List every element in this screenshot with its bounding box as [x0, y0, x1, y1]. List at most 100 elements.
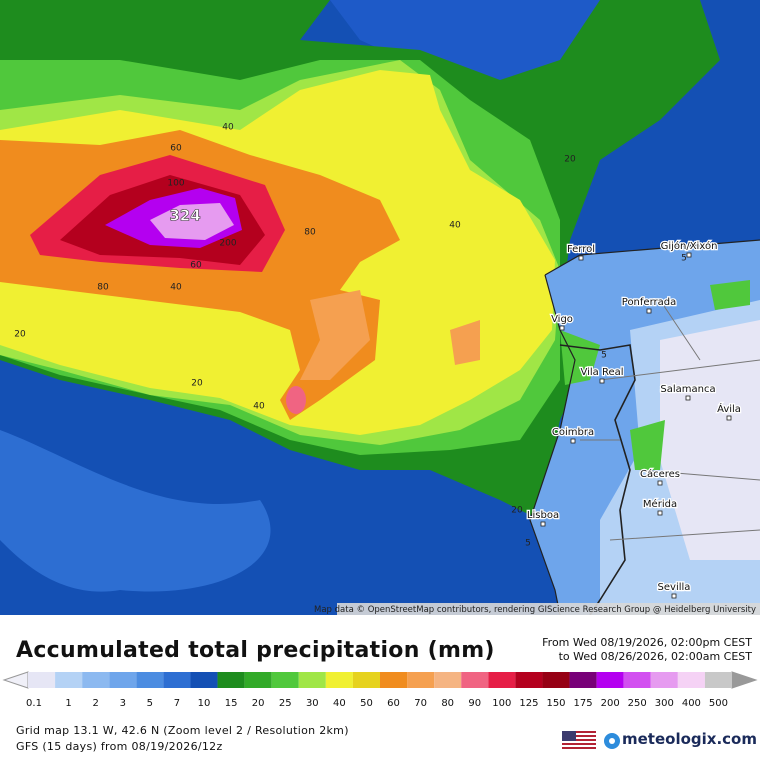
period-to: to Wed 08/26/2026, 02:00am CEST [558, 650, 752, 663]
contour-label: 5 [681, 254, 687, 264]
city-label: Mérida [643, 498, 677, 510]
contour-label: 20 [511, 506, 523, 516]
scale-label: 10 [198, 698, 211, 709]
model-info: GFS (15 days) from 08/19/2026/12z [16, 740, 223, 753]
city-label: Salamanca [660, 384, 715, 395]
scale-label: 5 [147, 698, 153, 709]
period-from: From Wed 08/19/2026, 02:00pm CEST [542, 636, 752, 649]
contour-label: 80 [97, 283, 109, 293]
scale-label: 2 [93, 698, 99, 709]
scale-box [407, 672, 435, 688]
scale-label: 60 [387, 698, 400, 709]
scale-box [569, 672, 597, 688]
scale-label: 125 [519, 698, 538, 709]
scale-box [461, 672, 489, 688]
scale-box [325, 672, 353, 688]
city-marker [657, 480, 663, 486]
flag-icon [562, 731, 596, 751]
precip-area [330, 0, 600, 90]
scale-box [542, 672, 570, 688]
city-marker [540, 521, 546, 527]
contour-label: 80 [304, 228, 316, 238]
scale-box [217, 672, 245, 688]
scale-label: 25 [279, 698, 292, 709]
scale-label: 30 [306, 698, 319, 709]
scale-arrow-right [731, 671, 758, 689]
contour-label: 5 [525, 539, 531, 549]
scale-label: 150 [546, 698, 565, 709]
scale-box [136, 672, 164, 688]
max-label: 324 [169, 207, 200, 225]
city-label: Gijón/Xixón [661, 240, 718, 252]
city-marker [599, 378, 605, 384]
scale-box [352, 672, 380, 688]
city-marker [685, 395, 691, 401]
scale-box [190, 672, 218, 688]
city-label: Ferrol [567, 244, 595, 255]
scale-label: 20 [252, 698, 265, 709]
scale-box [244, 672, 272, 688]
city-marker [559, 325, 565, 331]
scale-label: 0.1 [26, 698, 42, 709]
contour-label: 40 [253, 402, 265, 412]
color-scale: 0.1 1 2 3 5 7 10 15 20 25 30 40 50 60 70 80 90 100 125 150 1… [2, 671, 758, 709]
city-marker [671, 593, 677, 599]
scale-label: 50 [360, 698, 373, 709]
contour-label: 40 [222, 123, 234, 133]
grid-info: Grid map 13.1 W, 42.6 N (Zoom level 2 / … [16, 724, 349, 737]
scale-box [271, 672, 299, 688]
city-marker [570, 438, 576, 444]
scale-box [677, 672, 705, 688]
scale-box [704, 672, 732, 688]
contour-label: 40 [170, 283, 182, 293]
scale-box [434, 672, 462, 688]
precip-area [286, 386, 306, 414]
scale-box [623, 672, 651, 688]
contour-label: 40 [449, 221, 461, 231]
city-marker [578, 255, 584, 261]
contour-label: 60 [190, 261, 202, 271]
scale-label: 175 [574, 698, 593, 709]
scale-label: 250 [628, 698, 647, 709]
contour-label: 20 [191, 379, 203, 389]
scale-label: 3 [120, 698, 126, 709]
scale-label: 40 [333, 698, 346, 709]
scale-label: 400 [682, 698, 701, 709]
contour-label: 60 [170, 144, 182, 154]
scale-box [109, 672, 137, 688]
scale-box [650, 672, 678, 688]
city-label: Vila Real [580, 367, 623, 378]
scale-box [380, 672, 408, 688]
precip-area [560, 280, 750, 470]
city-label: Sevilla [658, 582, 691, 593]
attribution: Map data © OpenStreetMap contributors, r… [314, 605, 756, 615]
city-label: Ávila [717, 402, 741, 415]
land [660, 320, 760, 560]
scale-label: 80 [441, 698, 454, 709]
scale-box [28, 672, 56, 688]
contour-label: 100 [167, 179, 184, 189]
scale-box [596, 672, 624, 688]
attribution-bg [337, 603, 760, 615]
city-label: Cáceres [640, 468, 680, 480]
precip-area [150, 203, 234, 240]
logo: meteologix.com [622, 730, 757, 748]
scale-box [82, 672, 110, 688]
contour-label: 20 [14, 330, 26, 340]
scale-box [488, 672, 516, 688]
scale-label: 70 [414, 698, 427, 709]
city-marker [657, 510, 663, 516]
city-label: Coimbra [552, 427, 594, 438]
contour-label: 20 [564, 155, 576, 165]
scale-arrow-left [2, 671, 29, 689]
contour-label: 5 [601, 351, 607, 361]
logo-icon [604, 733, 620, 749]
scale-box [298, 672, 326, 688]
scale-label: 300 [655, 698, 674, 709]
precipitation-map: Map data © OpenStreetMap contributors, r… [0, 0, 760, 615]
scale-label: 90 [468, 698, 481, 709]
scale-label: 1 [65, 698, 71, 709]
region-border [580, 299, 760, 541]
city-marker [646, 308, 652, 314]
